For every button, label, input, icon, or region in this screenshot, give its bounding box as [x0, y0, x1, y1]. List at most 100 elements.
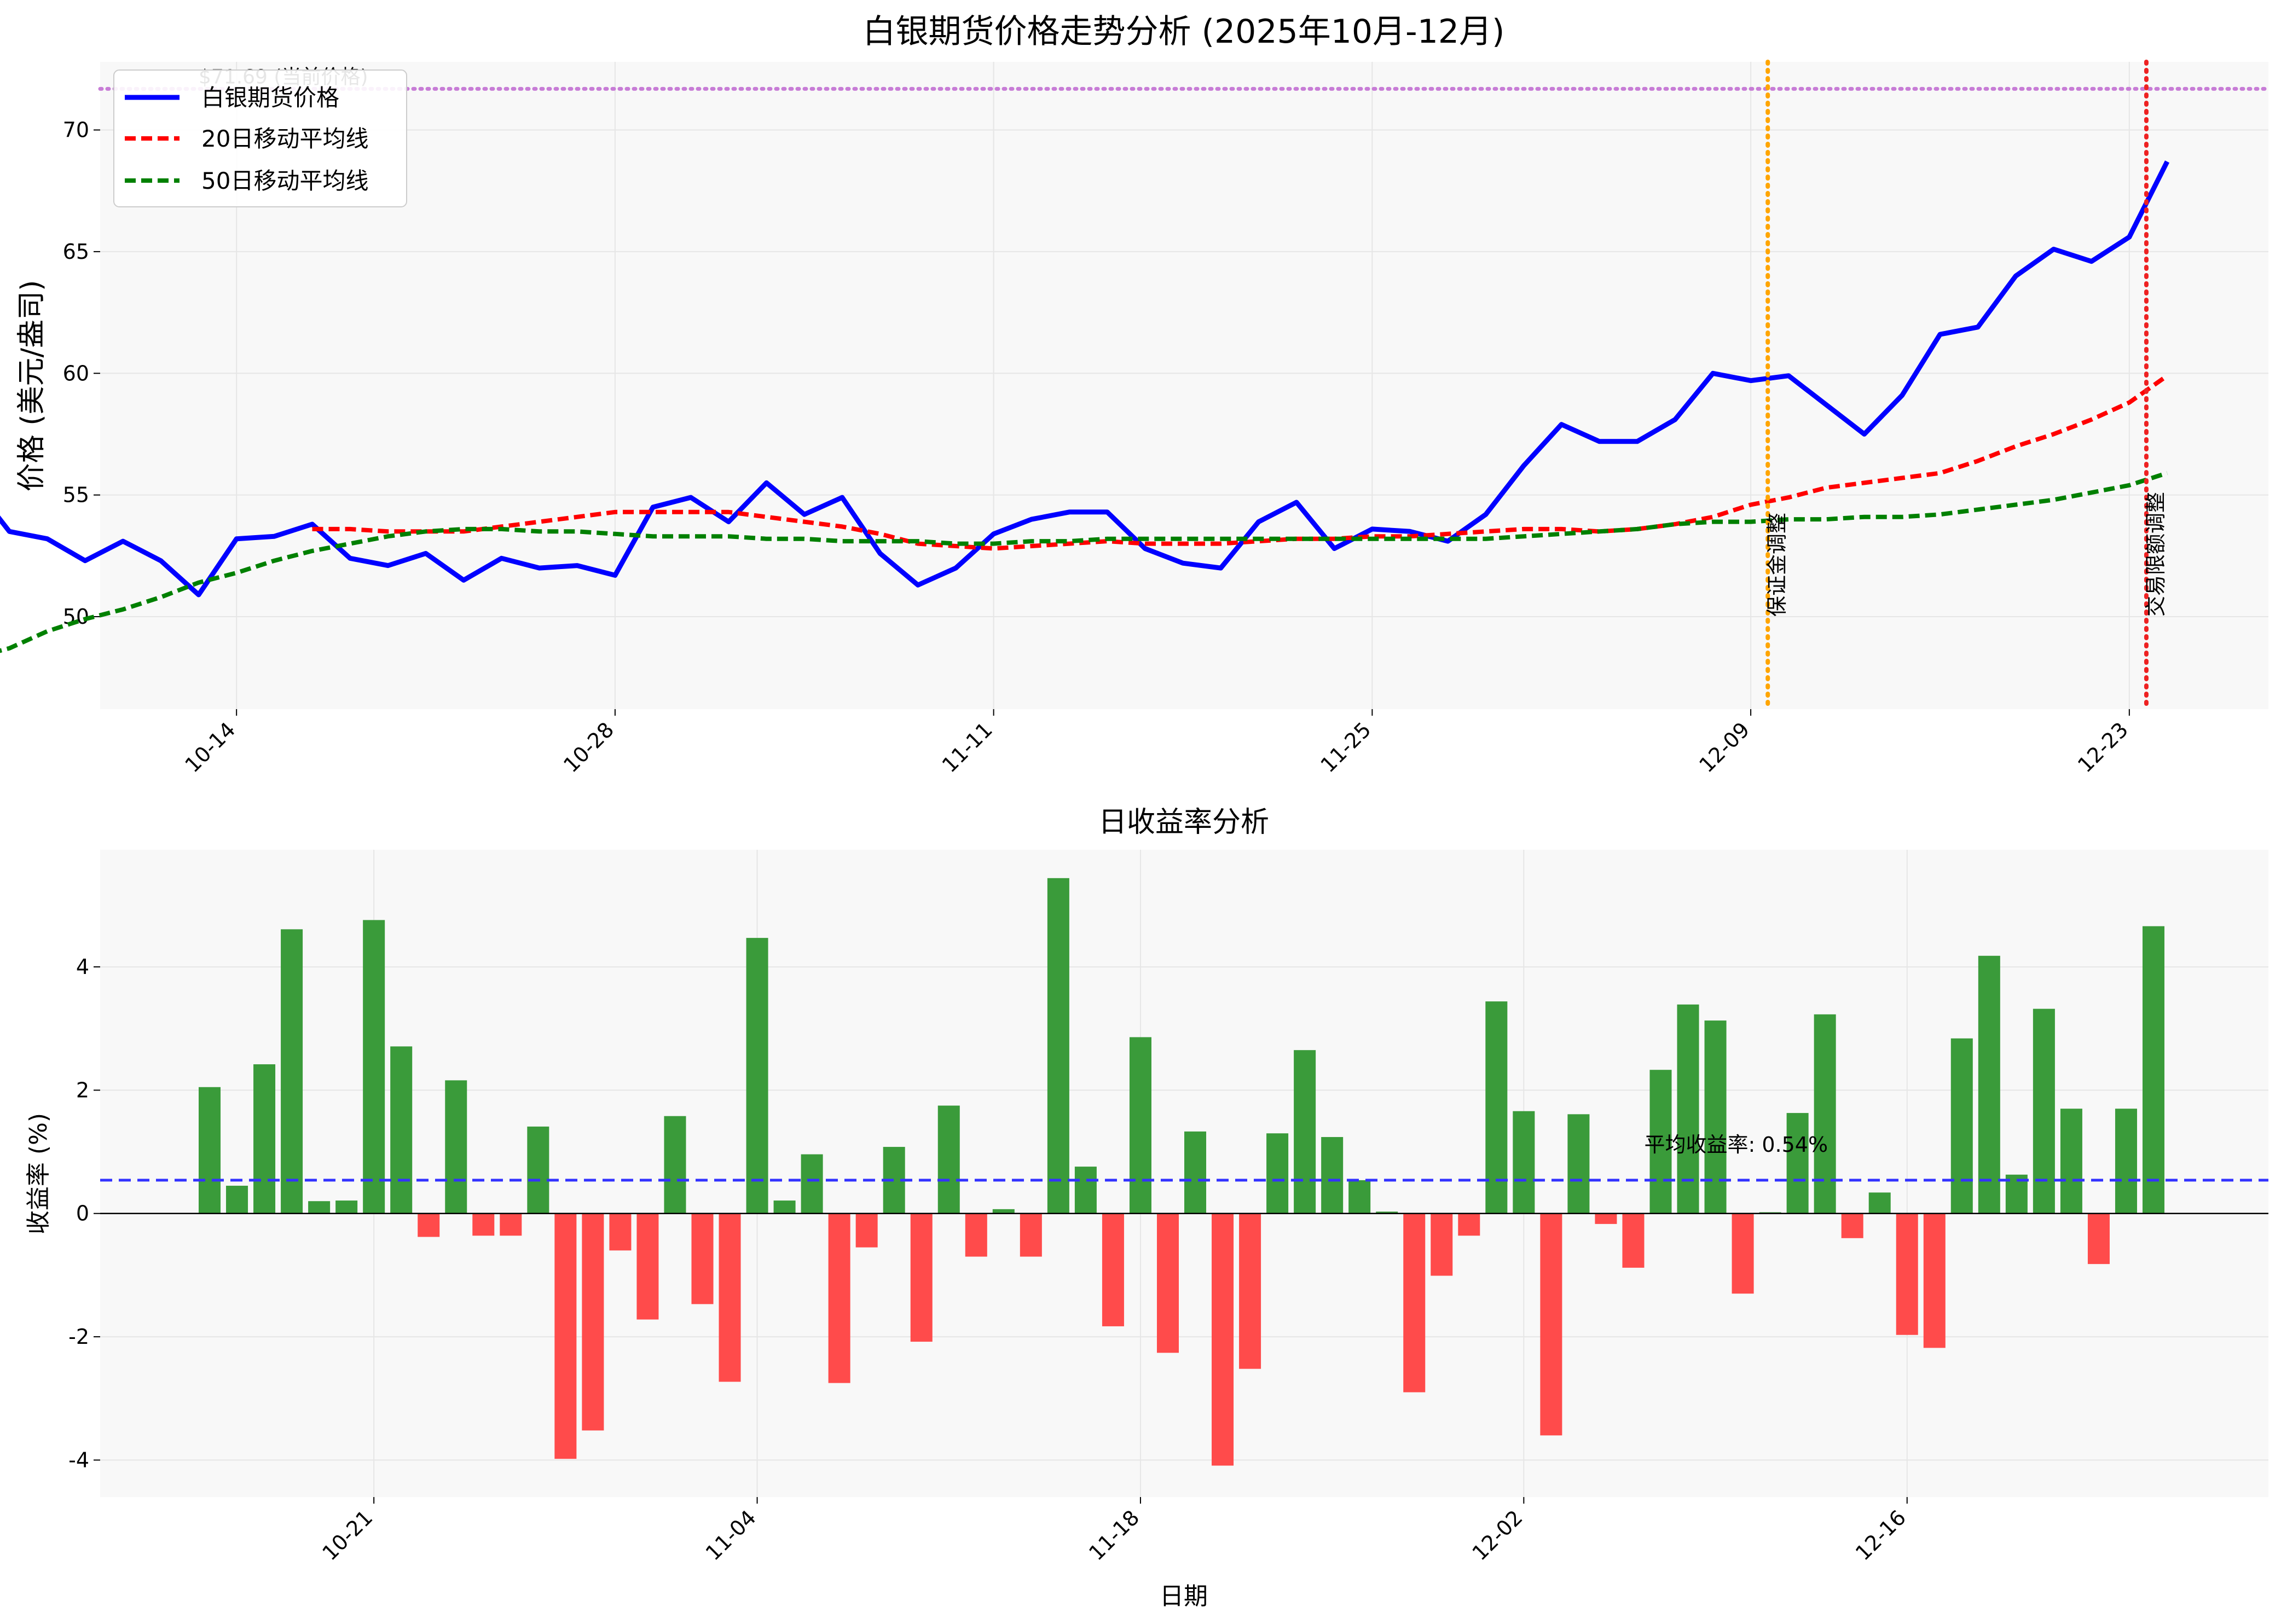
trade-limit-label: 交易限额调整	[2144, 492, 2168, 617]
returns-chart-title: 日收益率分析	[1098, 806, 1269, 839]
returns-x-axis-label: 日期	[1160, 1582, 1208, 1610]
price-x-tick-label: 10-28	[559, 717, 618, 777]
return-bar	[1074, 1167, 1097, 1214]
return-bar	[418, 1213, 440, 1237]
return-bar	[1868, 1192, 1891, 1214]
returns-x-tick-label: 11-18	[1084, 1505, 1144, 1565]
return-bar	[1212, 1213, 1234, 1466]
price-y-tick-label: 65	[63, 240, 89, 264]
return-bar	[937, 1105, 960, 1214]
return-bar	[472, 1213, 495, 1236]
return-bar	[1540, 1213, 1562, 1436]
return-bar	[1649, 1070, 1672, 1214]
return-bar	[1156, 1213, 1179, 1353]
returns-bars-group	[198, 878, 2165, 1466]
returns-y-tick-label: 0	[76, 1202, 89, 1226]
price-y-axis: 50 55 60 65 70	[63, 118, 100, 629]
returns-y-tick-label: 4	[76, 955, 89, 979]
return-bar	[1896, 1213, 1918, 1335]
return-bar	[1376, 1211, 1398, 1214]
return-bar	[1814, 1014, 1836, 1214]
returns-y-tick-label: -2	[68, 1325, 89, 1349]
return-bar	[281, 929, 303, 1214]
return-bar	[1321, 1137, 1344, 1214]
return-bar	[1677, 1004, 1699, 1214]
return-bar	[308, 1201, 331, 1214]
returns-y-tick-label: -4	[68, 1448, 89, 1472]
price-y-axis-label: 价格 (美元/盎司)	[15, 280, 48, 492]
returns-x-tick-label: 10-21	[317, 1505, 377, 1565]
return-bar	[1184, 1131, 1207, 1214]
return-bar	[855, 1213, 878, 1248]
margin-adjust-label: 保证金调整	[1765, 513, 1789, 617]
return-bar	[1950, 1038, 1973, 1214]
return-bar	[2142, 926, 2165, 1214]
return-bar	[1403, 1213, 1426, 1393]
return-bar	[445, 1080, 467, 1214]
price-x-axis: 10-14 10-28 11-11 11-25 12-09 12-23	[180, 709, 2133, 777]
price-x-tick-label: 11-25	[1316, 717, 1376, 777]
returns-y-axis: -4 -2 0 2 4	[68, 955, 100, 1472]
return-bar	[1923, 1213, 1946, 1348]
price-line	[0, 160, 2170, 598]
return-bar	[527, 1126, 549, 1214]
return-bar	[363, 920, 385, 1214]
returns-x-tick-label: 12-02	[1468, 1505, 1527, 1565]
return-bar	[1294, 1050, 1316, 1214]
legend-label-price: 白银期货价格	[201, 84, 339, 111]
return-bar	[664, 1116, 686, 1214]
return-bar	[335, 1200, 358, 1214]
return-bar	[390, 1046, 413, 1214]
return-bar	[1732, 1213, 1754, 1294]
return-bar	[1348, 1180, 1371, 1214]
return-bar	[1239, 1213, 1261, 1369]
price-x-tick-label: 12-23	[2073, 717, 2133, 777]
return-bar	[198, 1087, 221, 1214]
return-bar	[1978, 955, 2000, 1214]
price-y-tick-label: 70	[63, 118, 89, 142]
legend-label-ma20: 20日移动平均线	[201, 125, 368, 152]
return-bar	[1129, 1037, 1151, 1214]
return-bar	[1513, 1111, 1535, 1214]
return-bar	[828, 1213, 850, 1383]
return-bar	[1595, 1213, 1617, 1224]
return-bar	[910, 1213, 933, 1342]
legend-box	[113, 69, 407, 207]
return-bar	[992, 1209, 1015, 1214]
return-bar	[1102, 1213, 1124, 1326]
returns-plot-area	[100, 850, 2268, 1497]
return-bar	[773, 1200, 796, 1214]
price-series-group	[0, 160, 2170, 653]
return-bar	[2033, 1008, 2055, 1214]
return-bar	[1567, 1114, 1590, 1214]
returns-y-tick-label: 2	[76, 1078, 89, 1102]
return-bar	[801, 1154, 823, 1214]
return-bar	[582, 1213, 604, 1431]
return-bar	[1458, 1213, 1480, 1236]
return-bar	[2115, 1109, 2137, 1214]
price-x-tick-label: 11-11	[937, 717, 997, 777]
return-bar	[2060, 1109, 2082, 1214]
return-bar	[1485, 1001, 1508, 1214]
return-bar	[554, 1213, 577, 1459]
returns-x-tick-label: 12-16	[1851, 1505, 1911, 1565]
price-y-tick-label: 55	[63, 483, 89, 507]
returns-y-axis-label: 收益率 (%)	[25, 1113, 53, 1234]
return-bar	[719, 1213, 741, 1382]
price-chart-title: 白银期货价格走势分析 (2025年10月-12月)	[863, 13, 1505, 51]
return-bar	[965, 1213, 987, 1257]
ma50-line	[0, 471, 2168, 653]
return-bar	[636, 1213, 659, 1320]
price-y-tick-label: 50	[63, 605, 89, 629]
price-x-tick-label: 12-09	[1694, 717, 1754, 777]
returns-chart-panel: -4 -2 0 2 4 10-21 11-04 11-18 12-02 12-16 平均收益率:…	[25, 806, 2268, 1610]
return-bar	[1431, 1213, 1453, 1276]
price-y-tick-label: 60	[63, 361, 89, 385]
return-bar	[1020, 1213, 1042, 1257]
price-plot-area	[100, 62, 2268, 709]
returns-x-tick-label: 11-04	[701, 1505, 761, 1565]
return-bar	[609, 1213, 632, 1251]
legend-label-ma50: 50日移动平均线	[201, 167, 368, 194]
return-bar	[1704, 1020, 1727, 1214]
